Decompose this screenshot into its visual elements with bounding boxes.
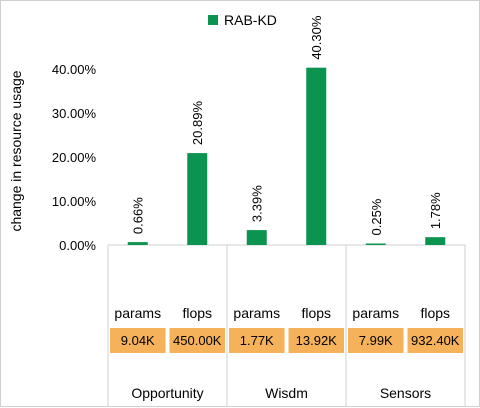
y-tick-label: 0.00% <box>59 238 96 253</box>
baseline-value-label: 450.00K <box>173 333 222 348</box>
group-labels: Opportunity Wisdm Sensors <box>131 385 431 401</box>
category-label: flops <box>301 305 331 321</box>
data-label: 40.30% <box>309 15 324 60</box>
y-tick-label: 10.00% <box>52 194 97 209</box>
y-tick-label: 30.00% <box>52 106 97 121</box>
category-label: params <box>352 305 399 321</box>
y-tick-label: 20.00% <box>52 150 97 165</box>
baseline-value-box <box>288 328 344 353</box>
bar <box>365 243 386 245</box>
category-labels: params flops params flops params flops <box>114 305 450 321</box>
bar <box>425 237 446 245</box>
data-label: 1.78% <box>428 192 443 229</box>
y-axis-ticks: 0.00% 10.00% 20.00% 30.00% 40.00% <box>52 62 97 253</box>
baseline-value-label: 9.04K <box>121 333 155 348</box>
bar <box>246 230 267 245</box>
data-label: 0.25% <box>369 198 384 235</box>
category-label: flops <box>420 305 450 321</box>
baseline-value-box <box>407 328 463 353</box>
group-label: Sensors <box>380 385 431 401</box>
legend: RAB-KD <box>208 12 277 28</box>
data-label: 3.39% <box>250 185 265 222</box>
baseline-value-box <box>348 328 404 353</box>
baseline-value-label: 7.99K <box>359 333 393 348</box>
baseline-value-label: 13.92K <box>296 333 338 348</box>
category-label: params <box>114 305 161 321</box>
bar <box>306 67 327 246</box>
group-label: Opportunity <box>131 385 203 401</box>
category-label: params <box>233 305 280 321</box>
data-label: 20.89% <box>190 101 205 146</box>
category-label: flops <box>182 305 212 321</box>
baseline-value-box <box>110 328 166 353</box>
group-dividers <box>107 245 466 406</box>
baseline-value-box <box>229 328 285 353</box>
baseline-value-box <box>169 328 225 353</box>
data-labels: 0.66% 20.89% 3.39% 40.30% 0.25% 1.78% <box>131 15 444 235</box>
baseline-value-boxes: 9.04K 450.00K 1.77K 13.92K 7.99K 932.40K <box>110 328 463 353</box>
group-label: Wisdm <box>265 385 308 401</box>
y-tick-label: 40.00% <box>52 62 97 77</box>
bar <box>187 153 208 245</box>
data-label: 0.66% <box>131 197 146 234</box>
baseline-value-label: 1.77K <box>240 333 274 348</box>
baseline-value-label: 932.40K <box>411 333 460 348</box>
bar <box>127 242 148 245</box>
legend-label: RAB-KD <box>224 12 277 28</box>
bars <box>127 67 446 246</box>
y-axis-label: change in resource usage <box>8 70 24 231</box>
legend-swatch <box>208 15 218 25</box>
